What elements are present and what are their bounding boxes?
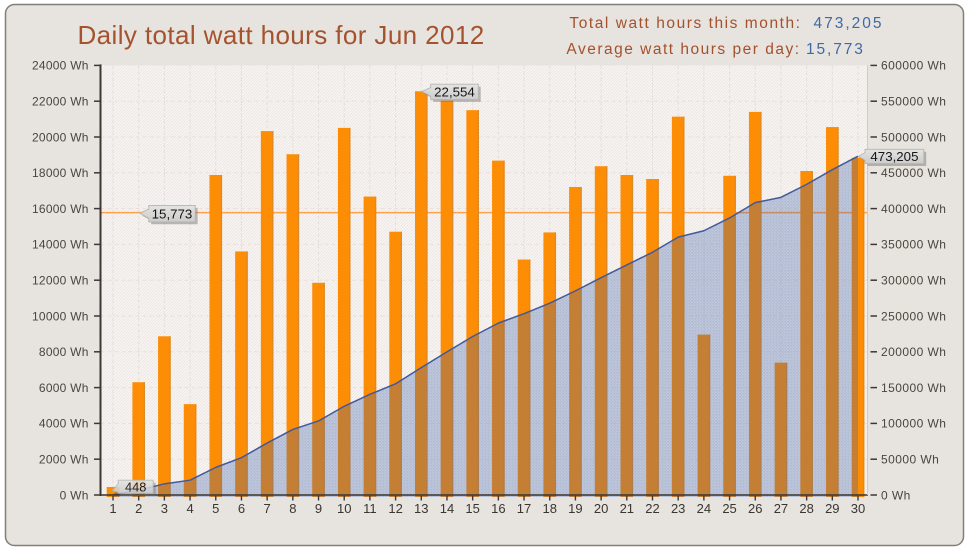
svg-text:30: 30 [851, 501, 865, 516]
svg-text:11: 11 [363, 501, 377, 516]
svg-text:300000 Wh: 300000 Wh [881, 274, 946, 288]
svg-text:100000 Wh: 100000 Wh [881, 417, 946, 431]
svg-text:15,773: 15,773 [152, 206, 193, 221]
svg-text:550000 Wh: 550000 Wh [881, 95, 946, 109]
svg-text:22,554: 22,554 [434, 85, 475, 100]
svg-text:19: 19 [568, 501, 582, 516]
svg-text:8000 Wh: 8000 Wh [39, 345, 89, 359]
svg-text:16: 16 [491, 501, 505, 516]
svg-text:6000 Wh: 6000 Wh [39, 381, 89, 395]
svg-text:50000 Wh: 50000 Wh [881, 453, 939, 467]
svg-text:29: 29 [825, 501, 839, 516]
svg-text:Daily total watt hours for Jun: Daily total watt hours for Jun 2012 [78, 20, 485, 50]
svg-text:17: 17 [517, 501, 531, 516]
svg-text:10: 10 [337, 501, 351, 516]
svg-text:473,205: 473,205 [814, 15, 884, 32]
svg-text:9: 9 [315, 501, 322, 516]
svg-text:250000 Wh: 250000 Wh [881, 309, 946, 323]
svg-text:450000 Wh: 450000 Wh [881, 166, 946, 180]
svg-text:13: 13 [414, 501, 428, 516]
svg-text:26: 26 [748, 501, 762, 516]
svg-text:16000 Wh: 16000 Wh [32, 202, 89, 216]
svg-text:0 Wh: 0 Wh [60, 488, 89, 502]
svg-text:473,205: 473,205 [870, 149, 918, 164]
svg-text:24000 Wh: 24000 Wh [32, 59, 89, 73]
svg-text:200000 Wh: 200000 Wh [881, 345, 946, 359]
svg-text:23: 23 [671, 501, 685, 516]
svg-text:6: 6 [238, 501, 245, 516]
svg-text:448: 448 [125, 479, 146, 494]
svg-text:20: 20 [594, 501, 608, 516]
svg-text:12: 12 [388, 501, 402, 516]
svg-text:20000 Wh: 20000 Wh [32, 130, 89, 144]
svg-text:Average watt hours per day:: Average watt hours per day: [566, 41, 800, 58]
svg-text:28: 28 [799, 501, 813, 516]
svg-text:18: 18 [542, 501, 556, 516]
svg-text:600000 Wh: 600000 Wh [881, 59, 946, 73]
svg-text:22000 Wh: 22000 Wh [32, 95, 89, 109]
svg-text:Total watt hours this month:: Total watt hours this month: [569, 15, 801, 32]
svg-text:21: 21 [620, 501, 634, 516]
svg-text:2000 Wh: 2000 Wh [39, 453, 89, 467]
svg-text:0 Wh: 0 Wh [881, 488, 911, 502]
svg-text:350000 Wh: 350000 Wh [881, 238, 946, 252]
svg-text:2: 2 [135, 501, 142, 516]
svg-text:400000 Wh: 400000 Wh [881, 202, 946, 216]
svg-text:27: 27 [774, 501, 788, 516]
svg-text:25: 25 [722, 501, 736, 516]
svg-text:14000 Wh: 14000 Wh [32, 238, 89, 252]
svg-text:18000 Wh: 18000 Wh [32, 166, 89, 180]
svg-text:7: 7 [264, 501, 271, 516]
svg-text:8: 8 [289, 501, 296, 516]
svg-text:15: 15 [465, 501, 479, 516]
svg-text:14: 14 [440, 501, 454, 516]
svg-text:3: 3 [161, 501, 168, 516]
svg-text:12000 Wh: 12000 Wh [32, 274, 89, 288]
svg-text:15,773: 15,773 [806, 41, 865, 58]
svg-text:24: 24 [697, 501, 711, 516]
svg-text:5: 5 [212, 501, 219, 516]
svg-text:4000 Wh: 4000 Wh [39, 417, 89, 431]
svg-text:1: 1 [109, 501, 116, 516]
svg-text:500000 Wh: 500000 Wh [881, 130, 946, 144]
svg-text:150000 Wh: 150000 Wh [881, 381, 946, 395]
svg-text:4: 4 [186, 501, 193, 516]
svg-text:10000 Wh: 10000 Wh [32, 309, 89, 323]
svg-text:22: 22 [645, 501, 659, 516]
